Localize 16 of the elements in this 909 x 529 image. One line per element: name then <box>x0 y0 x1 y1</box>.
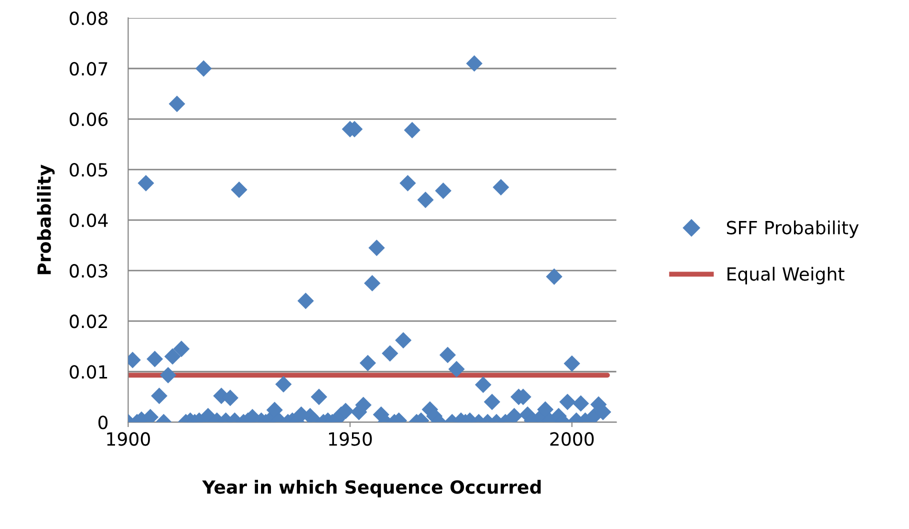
y-tick-label: 0.04 <box>70 214 108 228</box>
y-tick-label: 0.07 <box>70 62 108 76</box>
y-tick-label: 0.06 <box>70 112 108 126</box>
y-tick-label: 0.03 <box>70 264 108 278</box>
y-tick-label: 0.08 <box>70 11 108 26</box>
y-tick-label: 0 <box>98 416 108 430</box>
x-tick-label: 2000 <box>550 432 594 446</box>
y-tick-label: 0.01 <box>70 365 108 379</box>
legend-label: Equal Weight <box>728 266 844 284</box>
y-tick-label: 0.02 <box>70 314 107 328</box>
legend-label: SFF Probability <box>726 220 859 238</box>
x-tick-label: 1950 <box>329 432 372 446</box>
x-axis-title: Year in which Sequence Occurred <box>202 480 541 498</box>
y-axis-title: Probability <box>37 164 55 274</box>
y-tick-label: 0.05 <box>70 163 108 177</box>
x-tick-label: 1900 <box>107 432 150 446</box>
